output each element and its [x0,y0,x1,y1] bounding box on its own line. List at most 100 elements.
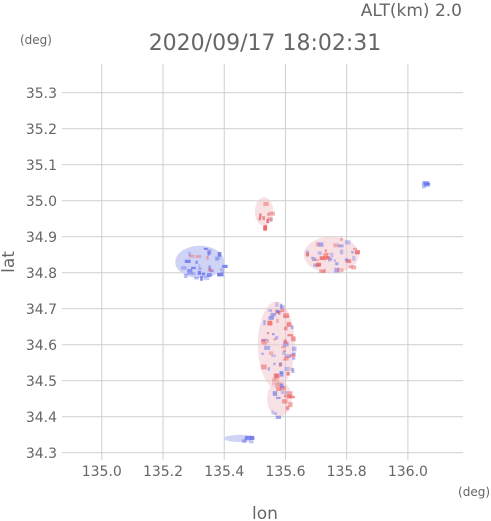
data-cell [262,216,265,221]
y-axis-label: lat [0,251,19,273]
y-tick-label: 34.3 [26,446,57,462]
data-cell [305,252,310,257]
y-tick-label: 34.8 [26,266,57,282]
data-cell [273,373,280,379]
data-cell [348,259,352,264]
data-cell [273,362,276,366]
data-cell [352,255,356,261]
data-cell [351,265,357,270]
data-cell [311,257,316,261]
data-cell [271,354,276,358]
data-cell [217,272,224,277]
data-cell [267,212,270,216]
data-cell [280,391,287,395]
data-cell [279,304,283,310]
data-cell [279,371,284,377]
data-cell [286,322,292,327]
data-cell [272,333,275,336]
data-cell [279,370,284,374]
data-cell [316,262,322,266]
data-cell [188,251,192,257]
data-cell [263,224,268,230]
data-cell [198,267,202,271]
data-cell [323,253,328,259]
data-cell [421,183,426,189]
data-cell [313,258,319,262]
data-cell [319,256,326,261]
data-cell [269,211,275,216]
data-cell [337,267,341,273]
data-cell [327,257,331,262]
data-cell [208,265,211,271]
data-cell [188,254,195,258]
data-cell [339,237,343,241]
data-cell [191,272,196,276]
data-cell [275,396,281,400]
data-cell [279,362,283,367]
data-cell [261,352,265,355]
data-cell [200,275,203,281]
data-cell [305,250,309,254]
data-cell [423,183,428,187]
data-cell [283,313,289,318]
x-tick-label: 135.2 [143,464,183,480]
data-cell [323,268,327,273]
data-cell [258,217,261,221]
y-tick-label: 35.2 [26,122,57,138]
data-cell [261,341,268,345]
chart-title: 2020/09/17 18:02:31 [149,31,382,56]
data-cell [287,355,291,359]
data-cell [195,260,198,264]
data-cell [282,399,288,404]
data-cell [217,257,221,260]
data-cell [266,339,270,343]
data-cell [222,264,228,269]
data-cell [275,310,281,313]
y-tick-label: 35.3 [26,86,57,102]
data-cell [181,266,187,270]
data-cell [266,219,269,224]
data-cell [334,267,339,273]
data-cell [354,250,361,255]
data-cell [291,336,296,342]
data-cell [335,262,339,266]
data-cell [278,362,282,367]
data-cell [310,256,314,259]
data-cell [272,391,278,396]
data-cell [268,351,274,355]
data-cell [326,253,330,256]
data-cell [215,256,219,261]
data-cell [244,436,247,440]
x-tick-label: 135.0 [82,464,122,480]
data-cell [283,349,286,353]
data-cell [317,242,324,247]
data-cell [267,367,271,371]
data-cell [344,240,351,245]
data-cell [348,265,353,269]
data-cell [292,352,296,355]
x-tick-label: 135.6 [265,464,305,480]
data-cell [220,268,224,273]
data-cell [291,368,295,373]
data-cell [263,320,266,326]
data-cell [198,264,201,267]
data-cell [268,309,273,312]
x-axis-unit: (deg) [458,485,490,499]
data-cell [267,217,273,221]
data-cell [287,334,293,337]
y-tick-label: 34.5 [26,374,57,390]
data-cell [282,358,286,361]
data-cell [315,242,319,247]
data-cell [263,201,269,206]
data-cell [203,247,208,250]
data-cell [261,364,267,370]
data-cell [272,378,278,382]
data-cell [248,440,254,444]
data-cell [245,435,251,440]
x-tick-label: 135.8 [327,464,367,480]
data-cell [271,410,274,415]
data-cell [279,383,284,389]
data-cell [351,250,354,254]
data-region [257,301,295,388]
data-cell [329,257,333,261]
